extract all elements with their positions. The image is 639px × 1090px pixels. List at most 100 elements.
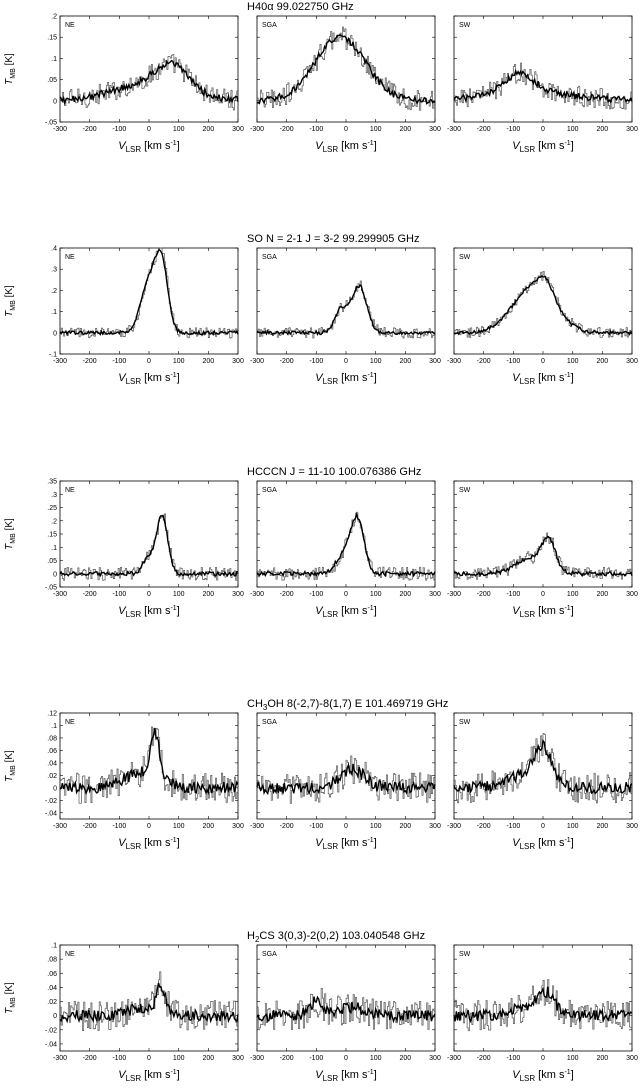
x-tick-label: 300 [429, 358, 441, 365]
x-tick-label: 200 [399, 358, 411, 365]
y-tick-label: .1 [51, 723, 57, 730]
spectrum-observed [257, 511, 435, 581]
x-axis-label: VLSR [km s-1] [512, 837, 574, 851]
spectrum-panel: -300 -200 -100 0 100 200 300 SGA VLSR [km s-1] [250, 712, 441, 851]
y-axis-label: TMB [K] [4, 750, 17, 782]
spectrum-smoothed [256, 995, 436, 1024]
y-tick-label: .02 [47, 999, 57, 1006]
spectrum-smoothed [453, 535, 633, 578]
x-tick-label: 300 [232, 823, 244, 830]
x-tick-label: -100 [309, 126, 323, 133]
x-tick-label: 100 [173, 1055, 185, 1062]
x-tick-label: 100 [567, 358, 579, 365]
x-tick-label: 100 [567, 591, 579, 598]
x-tick-label: 0 [541, 358, 545, 365]
x-tick-label: -100 [112, 358, 126, 365]
x-tick-label: 200 [399, 126, 411, 133]
x-tick-label: -200 [477, 1055, 491, 1062]
x-tick-label: -300 [250, 823, 264, 830]
panel-label: SW [459, 951, 471, 958]
spectrum-smoothed [59, 514, 239, 578]
x-tick-label: 0 [541, 823, 545, 830]
x-tick-label: 300 [626, 126, 638, 133]
y-tick-label: 0 [53, 785, 57, 792]
y-axis-label: TMB [K] [4, 285, 17, 317]
y-tick-label: .08 [47, 957, 57, 964]
spectrum-smoothed [59, 727, 239, 796]
spectrum-panel: -300 -200 -100 0 100 200 300 -.05 0 .05 .1 .15 .2 .25… [4, 479, 244, 620]
x-tick-label: -100 [112, 126, 126, 133]
spectrum-observed [257, 755, 435, 804]
x-tick-label: 0 [147, 126, 151, 133]
spectrum-panel: -300 -200 -100 0 100 200 300 SW VLSR [km s-1] [447, 247, 638, 386]
x-tick-label: 0 [541, 1055, 545, 1062]
x-tick-label: -100 [506, 823, 520, 830]
x-tick-label: 100 [370, 823, 382, 830]
x-tick-label: 300 [429, 1055, 441, 1062]
panel-label: SW [459, 719, 471, 726]
panel-label: NE [65, 254, 75, 261]
spectrum-smoothed [453, 986, 633, 1024]
x-tick-label: -300 [53, 126, 67, 133]
spectrum-panel: -300 -200 -100 0 100 200 300 SW VLSR [km s-1] [447, 15, 638, 154]
row-title: H2CS 3(0,3)-2(0,2) 103.040548 GHz [247, 930, 425, 944]
x-tick-label: 0 [541, 126, 545, 133]
y-tick-label: -.1 [49, 352, 57, 359]
panel-frame [453, 15, 633, 123]
spectrum-panel: -300 -200 -100 0 100 200 300 SW VLSR [km s-1] [447, 712, 638, 851]
x-tick-label: 200 [399, 1055, 411, 1062]
x-tick-label: -300 [447, 1055, 461, 1062]
y-tick-label: .15 [47, 35, 57, 42]
x-tick-label: -100 [506, 591, 520, 598]
x-tick-label: -100 [506, 1055, 520, 1062]
y-tick-label: .4 [51, 246, 57, 253]
x-tick-label: -200 [477, 126, 491, 133]
x-tick-label: 300 [429, 126, 441, 133]
panel-label: SGA [262, 487, 277, 494]
panel-label: SGA [262, 254, 277, 261]
x-tick-label: -300 [53, 591, 67, 598]
spectrum-panel: -300 -200 -100 0 100 200 300 SW VLSR [km s-1] [447, 480, 638, 619]
y-tick-label: .2 [51, 14, 57, 21]
x-tick-label: -200 [280, 823, 294, 830]
x-axis-label: VLSR [km s-1] [118, 140, 180, 154]
x-tick-label: -100 [506, 358, 520, 365]
x-tick-label: -200 [477, 591, 491, 598]
panel-frame [59, 712, 239, 820]
x-tick-label: -200 [280, 591, 294, 598]
x-tick-label: -100 [309, 1055, 323, 1062]
spectrum-smoothed [453, 274, 633, 336]
x-tick-label: -200 [83, 1055, 97, 1062]
spectrum-smoothed [256, 33, 436, 105]
spectrum-observed [257, 26, 435, 111]
spectrum-smoothed [59, 249, 239, 337]
x-tick-label: 300 [626, 823, 638, 830]
y-tick-label: .3 [51, 492, 57, 499]
x-tick-label: -300 [250, 591, 264, 598]
x-tick-label: 100 [173, 591, 185, 598]
x-axis-label: VLSR [km s-1] [512, 1069, 574, 1083]
x-tick-label: 100 [567, 1055, 579, 1062]
spectrum-observed [60, 971, 238, 1031]
x-tick-label: -100 [112, 1055, 126, 1062]
x-tick-label: 200 [202, 591, 214, 598]
spectrum-smoothed [453, 739, 633, 795]
x-axis-label: VLSR [km s-1] [118, 372, 180, 386]
y-axis-label: TMB [K] [4, 53, 17, 85]
y-tick-label: 0 [53, 98, 57, 105]
y-axis-label: TMB [K] [4, 982, 17, 1014]
x-tick-label: -300 [447, 823, 461, 830]
x-tick-label: 100 [567, 823, 579, 830]
panel-label: SGA [262, 951, 277, 958]
x-tick-label: 200 [202, 1055, 214, 1062]
x-tick-label: -200 [280, 358, 294, 365]
spectrum-observed [257, 280, 435, 339]
x-tick-label: -200 [280, 1055, 294, 1062]
panel-frame [59, 480, 239, 588]
y-tick-label: .06 [47, 971, 57, 978]
spectrum-observed [60, 54, 238, 111]
x-tick-label: -200 [83, 823, 97, 830]
x-axis-label: VLSR [km s-1] [118, 1069, 180, 1083]
x-tick-label: 100 [173, 823, 185, 830]
